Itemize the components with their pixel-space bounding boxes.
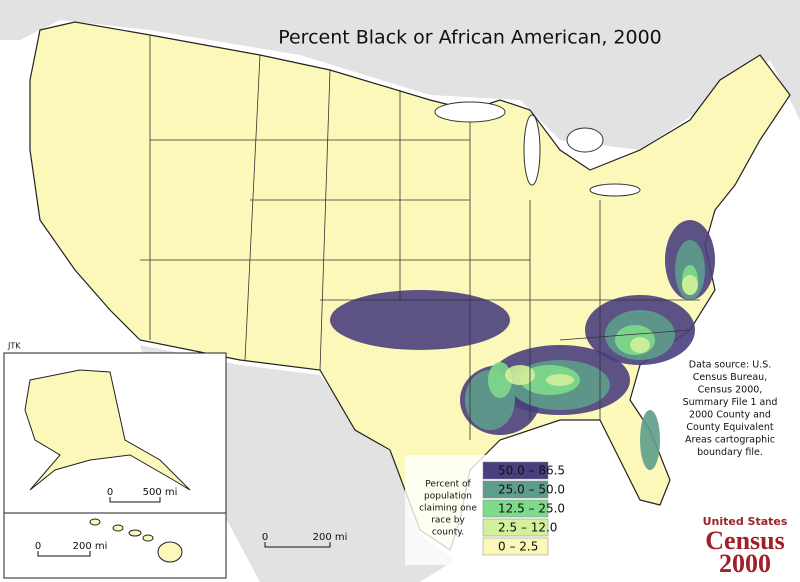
county-shading (330, 220, 715, 470)
hawaii-inset (3, 512, 227, 579)
legend-caption: race by (431, 516, 465, 526)
source-line: boundary file. (697, 447, 763, 458)
state-borders (140, 35, 700, 440)
legend-label: 2.5 – 12.0 (498, 521, 557, 535)
hawaii (89, 518, 183, 563)
source-line: Census 2000, (698, 385, 763, 396)
data-source: Data source: U.S.Census Bureau, Census 20… (683, 360, 778, 459)
legend-label: 50.0 – 86.5 (498, 464, 565, 478)
lake (523, 114, 541, 186)
shaded-area (546, 374, 574, 386)
legend-swatch (482, 499, 549, 518)
scale-label: 200 mi (73, 541, 108, 552)
scale-label: 0 (107, 487, 113, 498)
scale-label: 500 mi (143, 487, 178, 498)
source-line: 2000 County and (689, 410, 771, 421)
legend-swatch (482, 518, 549, 537)
legend-label: 0 – 2.5 (498, 540, 538, 554)
canada (0, 0, 800, 150)
source-line: Areas cartographic (685, 435, 775, 446)
shaded-area (488, 362, 512, 398)
legend-caption: population (424, 492, 472, 502)
source-line: County Equivalent (686, 422, 773, 433)
legend-label: 25.0 – 50.0 (498, 483, 565, 497)
scale-bar (37, 551, 91, 557)
legend-swatch (482, 461, 549, 480)
credit: JTK (7, 342, 21, 351)
shaded-area (330, 290, 510, 350)
legend-label: 12.5 – 25.0 (498, 502, 565, 516)
logo-line: Census (705, 526, 784, 555)
lake (566, 127, 604, 153)
legend-swatch (482, 537, 549, 556)
legend-caption: Percent of (425, 480, 471, 490)
lake (589, 183, 641, 197)
shaded-area (505, 365, 535, 385)
lake (434, 101, 506, 123)
scale-label: 0 (262, 532, 268, 543)
shaded-area (630, 337, 650, 353)
scale-bar (109, 497, 161, 503)
legend: Percent of population claiming one race by c… (405, 455, 585, 565)
alaska (24, 369, 191, 491)
source-line: Data source: U.S. (689, 360, 772, 371)
shaded-area (640, 410, 660, 470)
shaded-area (682, 275, 698, 295)
source-line: Summary File 1 and (683, 397, 778, 408)
logo-line: 2000 (719, 549, 771, 578)
scale-label: 0 (35, 541, 41, 552)
source-line: Census Bureau, (693, 372, 767, 383)
legend-caption: county. (432, 528, 464, 538)
legend-caption: claiming one (419, 504, 477, 514)
scale-label: 200 mi (313, 532, 348, 543)
census-logo: United States Census 2000 (703, 515, 788, 578)
scale-bar (264, 542, 331, 548)
logo-line: United States (703, 515, 788, 528)
title: Percent Black or African American, 2000 (278, 27, 662, 49)
legend-swatch (482, 480, 549, 499)
scale-bars: 0 200 mi 0 500 mi 0 200 mi (35, 487, 348, 557)
